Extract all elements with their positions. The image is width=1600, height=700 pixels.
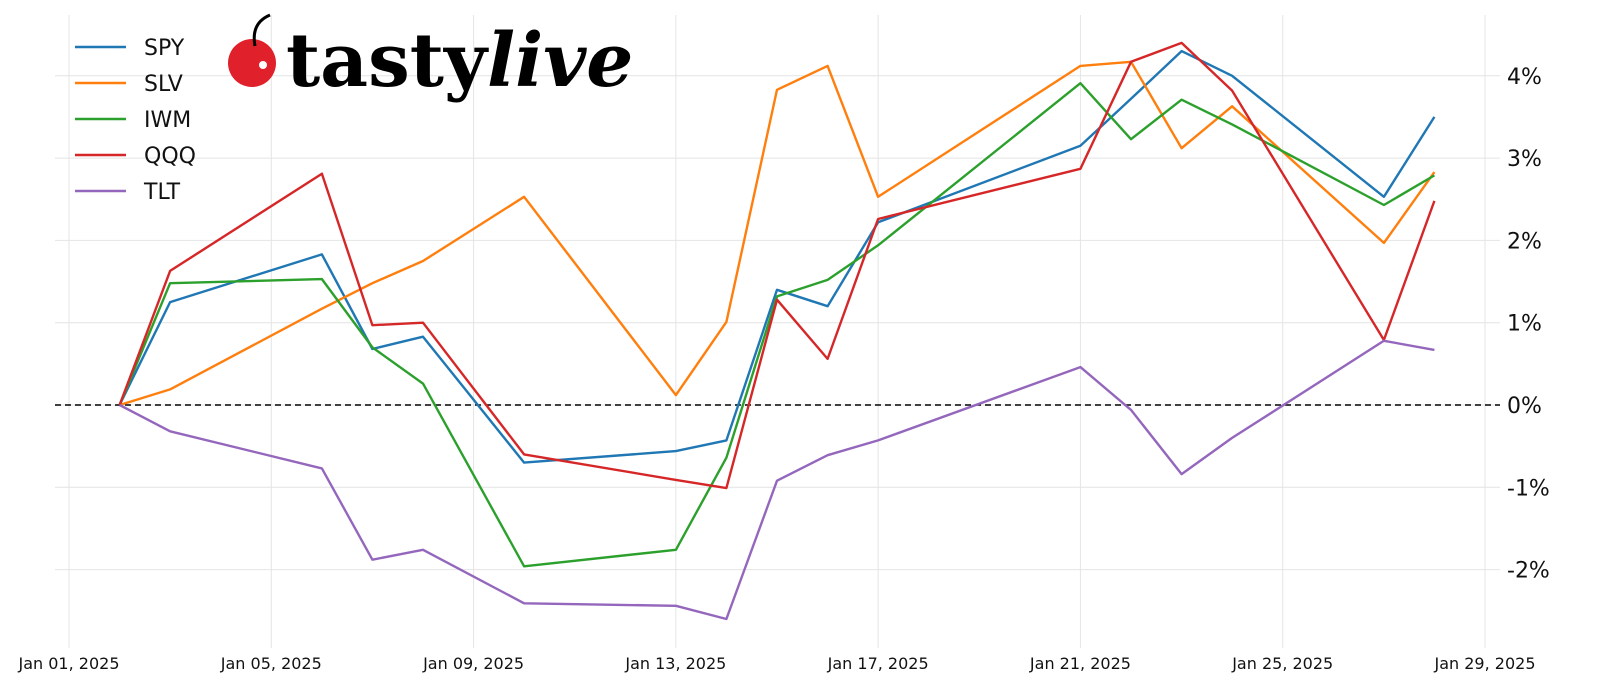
y-tick-label: -2% bbox=[1507, 559, 1550, 584]
x-tick-label: Jan 25, 2025 bbox=[1231, 654, 1333, 673]
y-tick-label: 3% bbox=[1507, 147, 1542, 172]
x-tick-label: Jan 21, 2025 bbox=[1029, 654, 1131, 673]
series-line-slv bbox=[119, 60, 1436, 407]
legend-label-slv: SLV bbox=[144, 72, 183, 97]
legend: SPY SLV IWM QQQ TLT bbox=[75, 36, 196, 205]
series-line-spy bbox=[118, 49, 1436, 464]
logo-text: tastylive bbox=[286, 18, 633, 104]
y-tick-label: -1% bbox=[1507, 476, 1550, 501]
cherry-highlight bbox=[259, 61, 267, 69]
legend-label-qqq: QQQ bbox=[144, 144, 196, 169]
series-lines bbox=[118, 41, 1436, 621]
legend-label-spy: SPY bbox=[144, 36, 185, 61]
y-tick-label: 4% bbox=[1507, 65, 1542, 90]
legend-label-iwm: IWM bbox=[144, 108, 191, 133]
x-tick-label: Jan 01, 2025 bbox=[18, 654, 120, 673]
grid bbox=[55, 15, 1500, 648]
x-tick-label: Jan 05, 2025 bbox=[220, 654, 322, 673]
x-tick-label: Jan 13, 2025 bbox=[624, 654, 726, 673]
cherry-icon bbox=[228, 39, 276, 87]
y-tick-label: 2% bbox=[1507, 229, 1542, 254]
y-axis: -2% -1% 0% 1% 2% 3% 4% bbox=[1507, 65, 1550, 584]
legend-label-tlt: TLT bbox=[143, 180, 181, 205]
series-line-iwm bbox=[118, 81, 1436, 568]
x-tick-label: Jan 17, 2025 bbox=[827, 654, 929, 673]
series-line-qqq bbox=[118, 41, 1436, 490]
x-tick-label: Jan 09, 2025 bbox=[422, 654, 524, 673]
x-axis: Jan 01, 2025 Jan 05, 2025 Jan 09, 2025 Jan … bbox=[18, 654, 1536, 673]
tastylive-logo: tastylive bbox=[228, 13, 633, 104]
y-tick-label: 0% bbox=[1507, 394, 1542, 419]
cherry-stem-icon bbox=[252, 13, 271, 47]
y-tick-label: 1% bbox=[1507, 312, 1542, 337]
x-tick-label: Jan 29, 2025 bbox=[1434, 654, 1536, 673]
series-line-tlt bbox=[119, 339, 1435, 621]
